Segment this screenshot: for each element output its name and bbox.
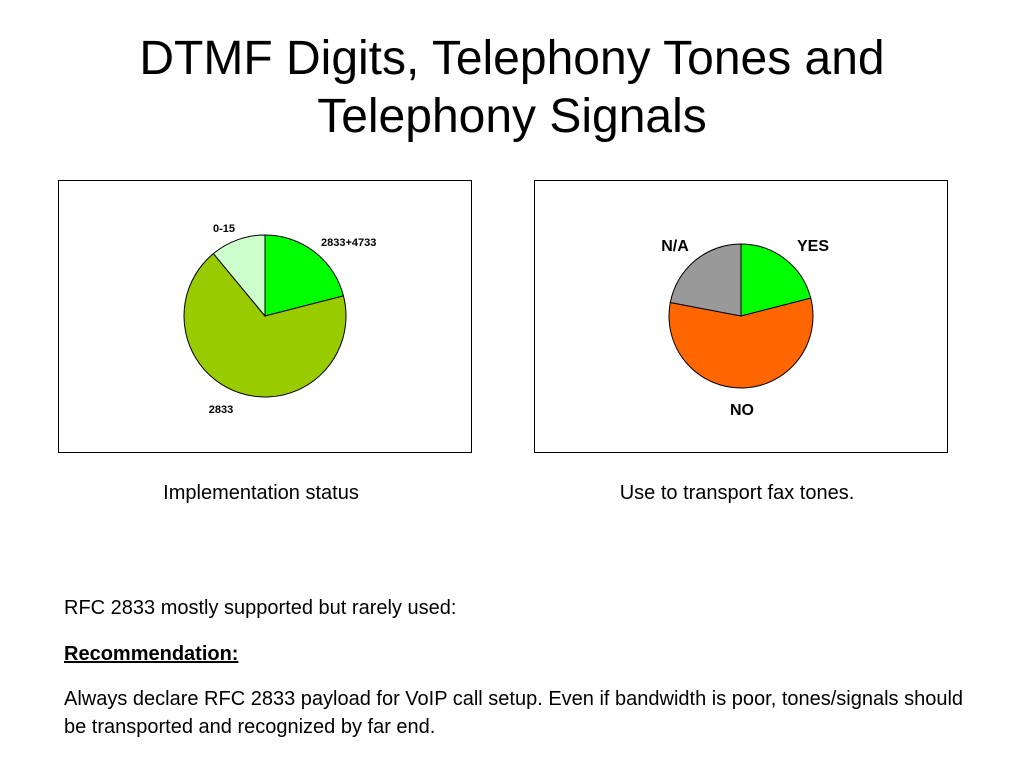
pie-slice-n-a bbox=[669, 243, 742, 317]
pie-label-2833-4733: 2833+4733 bbox=[321, 237, 376, 249]
intro-text: RFC 2833 mostly supported but rarely use… bbox=[64, 597, 457, 619]
title-line-1: DTMF Digits, Telephony Tones and bbox=[139, 32, 885, 85]
fax-tones-pie-chart: YES NO N/A bbox=[661, 238, 829, 419]
pie-slice-yes bbox=[740, 243, 812, 317]
slide-title: DTMF Digits, Telephony Tones and Telepho… bbox=[0, 30, 1024, 146]
pie-label-n-a: N/A bbox=[661, 238, 689, 255]
implementation-status-pie-chart: 2833+4733 2833 0-15 bbox=[183, 223, 376, 416]
fax-tones-chart-frame: YES NO N/A bbox=[534, 180, 948, 453]
pie-label-no: NO bbox=[730, 402, 754, 419]
pie-label-2833: 2833 bbox=[209, 404, 233, 416]
recommendation-text: Always declare RFC 2833 payload for VoIP… bbox=[64, 688, 964, 738]
pie-slice-0-15 bbox=[212, 234, 266, 318]
implementation-status-chart-frame: 2833+4733 2833 0-15 bbox=[58, 180, 472, 453]
title-line-2: Telephony Signals bbox=[317, 90, 707, 143]
caption-fax-tones: Use to transport fax tones. bbox=[619, 482, 855, 504]
caption-implementation-status: Implementation status bbox=[163, 482, 359, 504]
pie-slice-2833 bbox=[183, 252, 347, 398]
pie-slice-2833-4733 bbox=[264, 234, 345, 317]
pie-label-yes: YES bbox=[797, 238, 829, 255]
recommendation-heading: Recommendation: bbox=[64, 643, 239, 665]
pie-slice-no bbox=[668, 297, 814, 389]
pie-label-0-15: 0-15 bbox=[213, 223, 235, 235]
